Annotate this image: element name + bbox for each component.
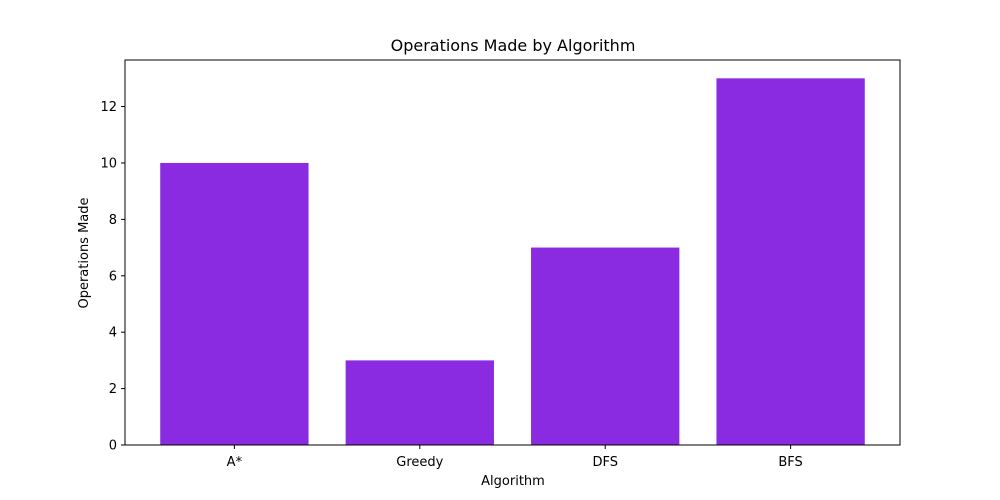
bar-greedy [345, 360, 494, 445]
bar-dfs [531, 247, 680, 445]
y-axis-ticks: 0 2 4 6 8 10 12 [100, 100, 125, 454]
y-tick-label: 4 [109, 326, 117, 341]
x-tick-label: DFS [592, 455, 618, 470]
x-axis-ticks: A* Greedy DFS BFS [227, 445, 803, 470]
x-axis-label: Algorithm [481, 474, 545, 489]
bar-bfs [716, 78, 865, 445]
x-tick-label: BFS [778, 455, 802, 470]
y-tick-label: 8 [109, 213, 117, 228]
bars-group [160, 78, 865, 445]
bar-a [160, 162, 309, 445]
y-tick-label: 6 [109, 269, 117, 284]
x-tick-label: A* [227, 455, 243, 470]
y-axis-label: Operations Made [77, 197, 92, 308]
x-tick-label: Greedy [396, 455, 443, 470]
chart-title: Operations Made by Algorithm [391, 36, 636, 55]
y-tick-label: 12 [100, 100, 117, 115]
y-tick-label: 2 [109, 382, 117, 397]
y-tick-label: 0 [109, 439, 117, 454]
y-tick-label: 10 [100, 156, 117, 171]
plot-frame [124, 59, 901, 446]
